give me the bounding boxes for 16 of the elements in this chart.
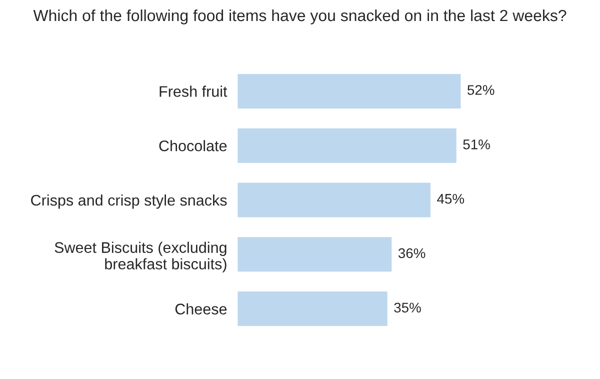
data-label: 35% xyxy=(394,302,421,313)
bar xyxy=(237,290,389,328)
data-label: 51% xyxy=(463,140,490,150)
bar xyxy=(237,236,394,274)
chart-title: Which of the following food items have you snacked on in the last 2 weeks? xyxy=(33,9,566,24)
data-label: 45% xyxy=(437,194,464,204)
bar xyxy=(237,72,462,110)
bar xyxy=(237,126,458,164)
data-label: 36% xyxy=(398,248,426,258)
data-label: 52% xyxy=(468,85,494,95)
bar xyxy=(237,181,432,219)
y-tick-label: Chocolate xyxy=(159,140,227,152)
y-tick-label: Fresh fruit xyxy=(160,86,228,97)
y-tick-label: Sweet Biscuits (excluding breakfast biscuits) xyxy=(54,242,226,272)
y-tick-label: Cheese xyxy=(175,303,227,314)
y-tick-label: Crisps and crisp style snacks xyxy=(31,194,227,209)
